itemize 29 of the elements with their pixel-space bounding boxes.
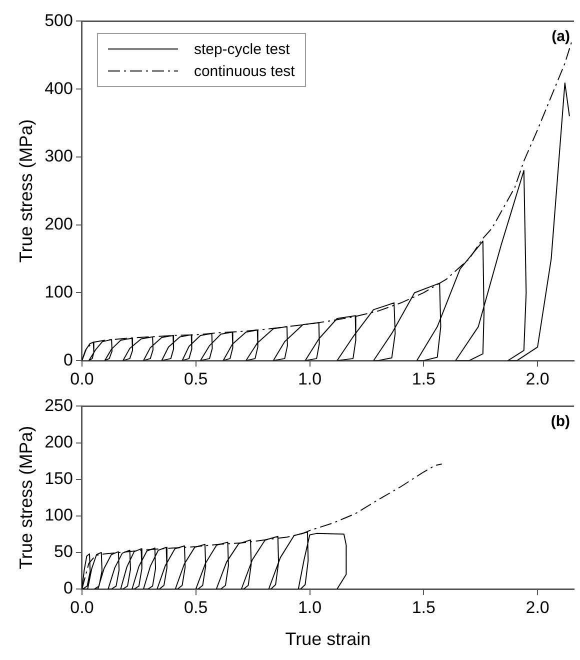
x-tick-label: 0.0	[70, 369, 94, 388]
legend-label: step-cycle test	[194, 40, 290, 58]
x-tick-label: 0.5	[184, 598, 208, 617]
y-axis-title: True stress (MPa)	[16, 119, 36, 263]
x-axis-title: True strain	[285, 629, 371, 650]
y-axis-title: True stress (MPa)	[16, 426, 36, 570]
x-tick-label: 1.0	[298, 598, 322, 617]
x-tick-label: 0.5	[184, 369, 208, 388]
x-tick-label: 1.0	[298, 369, 322, 388]
y-tick-label: 400	[44, 78, 73, 98]
x-tick-label: 1.5	[412, 598, 436, 617]
y-tick-label: 250	[44, 396, 73, 415]
annotation: (a)	[552, 28, 570, 45]
y-tick-label: 100	[44, 282, 73, 302]
x-tick-label: 0.0	[70, 598, 94, 617]
y-tick-label: 500	[44, 10, 73, 30]
x-tick-label: 2.0	[526, 369, 550, 388]
legend-label: continuous test	[194, 62, 295, 80]
annotation: (b)	[550, 412, 570, 430]
y-tick-label: 100	[44, 506, 73, 525]
y-tick-label: 0	[63, 578, 73, 598]
x-tick-label: 1.5	[412, 369, 436, 388]
y-tick-label: 200	[44, 214, 73, 234]
y-tick-label: 300	[44, 146, 73, 166]
y-tick-label: 150	[44, 469, 73, 488]
y-tick-label: 200	[44, 432, 73, 452]
y-tick-label: 0	[63, 350, 73, 370]
x-tick-label: 2.0	[526, 598, 550, 617]
y-tick-label: 50	[54, 542, 73, 562]
